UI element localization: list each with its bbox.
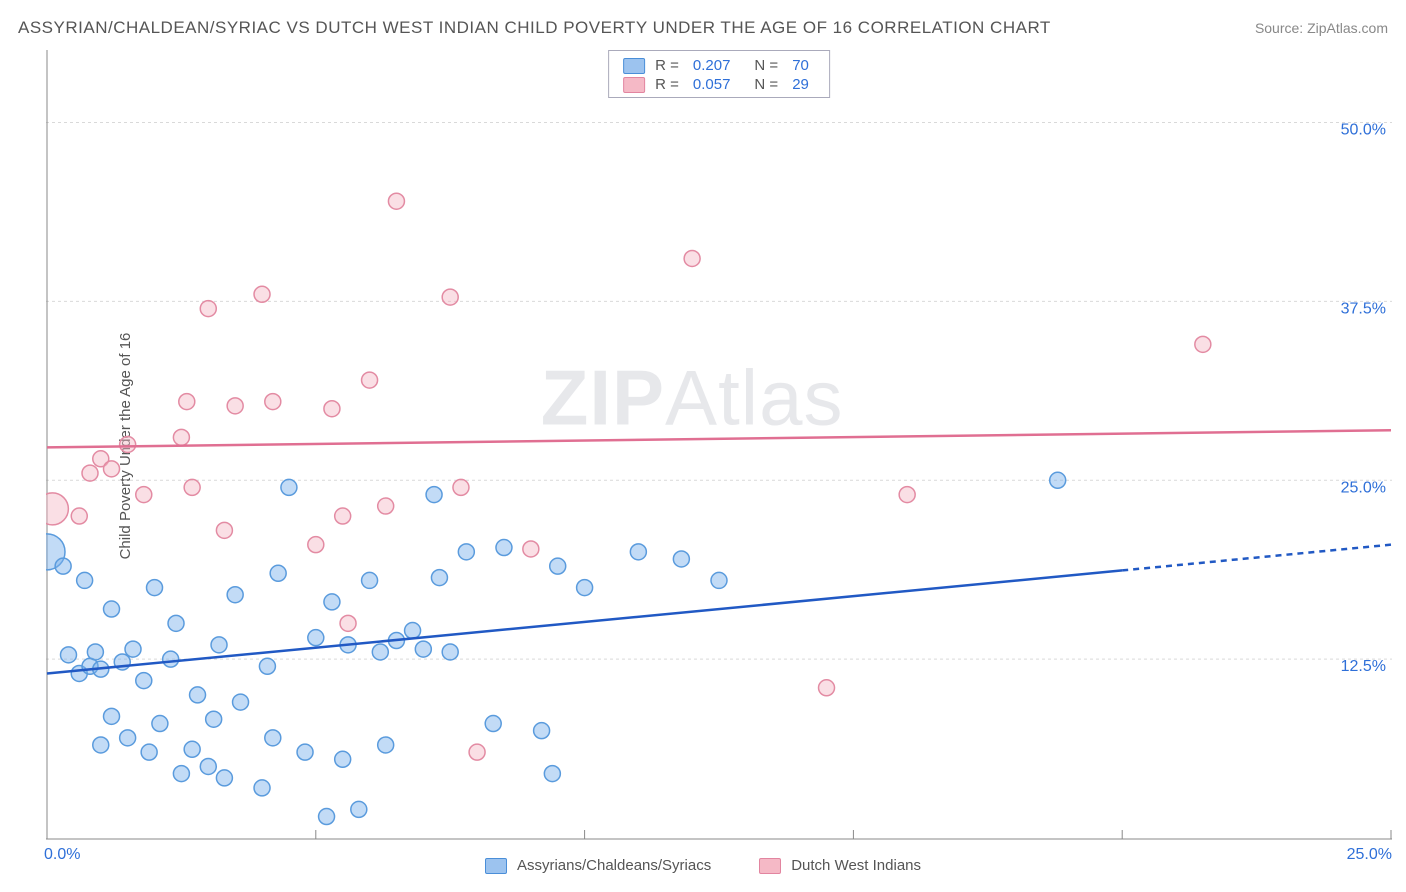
stat-legend-row: R =0.207N =70 (623, 57, 813, 74)
legend-swatch (759, 858, 781, 874)
source-credit: Source: ZipAtlas.com (1255, 20, 1388, 36)
svg-text:50.0%: 50.0% (1341, 122, 1386, 139)
source-link[interactable]: ZipAtlas.com (1307, 20, 1388, 36)
svg-text:25.0%: 25.0% (1341, 479, 1386, 496)
legend-label: Assyrians/Chaldeans/Syriacs (517, 857, 711, 874)
svg-text:12.5%: 12.5% (1341, 658, 1386, 675)
legend-swatch (623, 77, 645, 93)
chart-area: 12.5%25.0%37.5%50.0% ZIPAtlas R =0.207N … (46, 50, 1392, 840)
legend-swatch (485, 858, 507, 874)
x-axis-max-label: 25.0% (1347, 846, 1392, 864)
bottom-legend: Assyrians/Chaldeans/Syriacs Dutch West In… (0, 857, 1406, 874)
x-axis-min-label: 0.0% (44, 846, 80, 864)
legend-item: Assyrians/Chaldeans/Syriacs (485, 857, 711, 874)
legend-item: Dutch West Indians (759, 857, 921, 874)
legend-swatch (623, 58, 645, 74)
stat-legend-row: R =0.057N =29 (623, 76, 813, 93)
svg-text:37.5%: 37.5% (1341, 300, 1386, 317)
legend-label: Dutch West Indians (791, 857, 921, 874)
stat-legend: R =0.207N =70 R =0.057N =29 (608, 50, 830, 98)
chart-title: ASSYRIAN/CHALDEAN/SYRIAC VS DUTCH WEST I… (18, 18, 1051, 38)
source-prefix: Source: (1255, 20, 1307, 36)
scatter-plot: 12.5% 25.0% 37.5% 50.0% (46, 50, 1392, 840)
